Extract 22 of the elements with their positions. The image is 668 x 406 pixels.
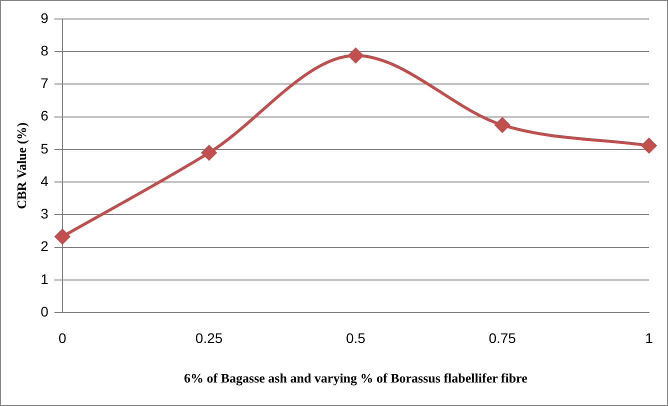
y-tick-label: 0 — [40, 303, 49, 320]
x-tick-label: 0.25 — [195, 330, 223, 346]
y-tick-label: 5 — [40, 140, 49, 156]
y-tick-label: 2 — [40, 238, 49, 254]
y-tick-label: 8 — [40, 42, 49, 58]
y-tick-label: 4 — [40, 172, 49, 189]
point — [494, 118, 510, 133]
x-tick-label: 0.5 — [346, 330, 366, 346]
point — [642, 138, 656, 154]
point — [202, 145, 217, 160]
y-tick-label: 3 — [40, 206, 49, 222]
x-tick-label: 0.75 — [488, 330, 516, 346]
y-tick-label: 6 — [40, 108, 49, 124]
x-tick-label: 0 — [58, 330, 66, 346]
y-tick-label: 7 — [40, 75, 49, 92]
x-tick-label: 1 — [645, 330, 654, 346]
y-tick-label: 1 — [40, 270, 49, 287]
y-axis-title: CBR Value (%) — [14, 122, 30, 210]
point — [348, 48, 364, 64]
point — [54, 229, 70, 244]
x-axis-title: 6% of Bagasse ash and varying % of Borassus flabellifer fibre — [184, 370, 528, 386]
y-tick-label: 9 — [40, 10, 49, 26]
